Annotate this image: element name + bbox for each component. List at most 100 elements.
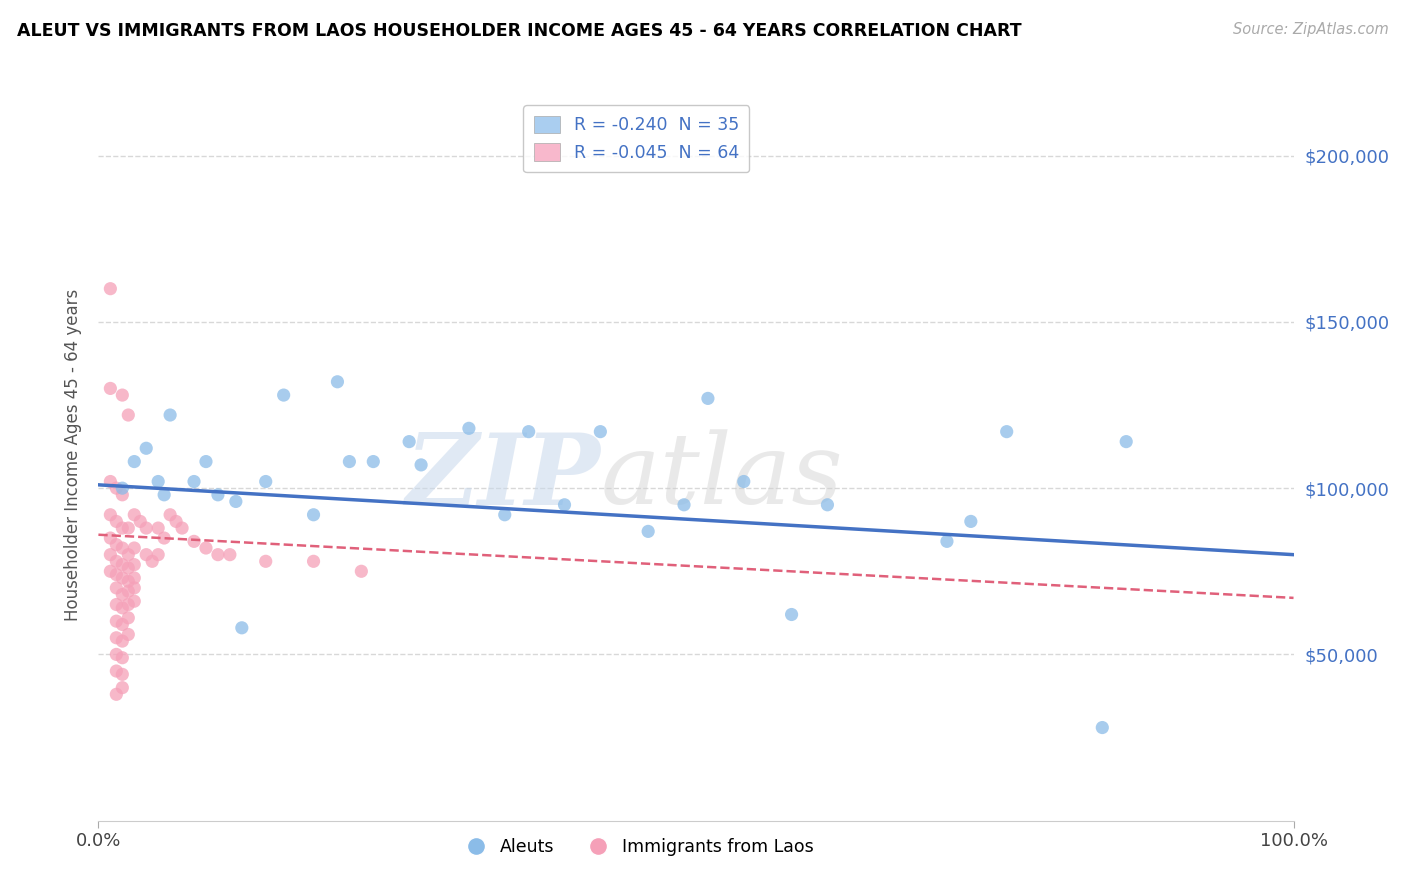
Point	[254, 475, 277, 489]
Point	[124, 541, 146, 555]
Point	[165, 515, 187, 529]
Point	[697, 392, 720, 406]
Point	[183, 534, 205, 549]
Point	[105, 567, 128, 582]
Point	[117, 521, 139, 535]
Point	[135, 521, 157, 535]
Point	[339, 454, 361, 468]
Point	[124, 571, 146, 585]
Point	[159, 508, 181, 522]
Point	[98, 475, 122, 489]
Point	[117, 561, 139, 575]
Point	[111, 588, 134, 602]
Point	[105, 687, 128, 701]
Point	[148, 548, 170, 562]
Point	[302, 508, 325, 522]
Point	[98, 282, 122, 296]
Point	[554, 498, 576, 512]
Point	[117, 548, 139, 562]
Point	[195, 541, 218, 555]
Point	[111, 488, 134, 502]
Point	[225, 494, 247, 508]
Point	[111, 667, 134, 681]
Point	[129, 515, 152, 529]
Point	[105, 515, 128, 529]
Point	[98, 508, 122, 522]
Point	[135, 442, 157, 456]
Point	[148, 475, 170, 489]
Point	[1115, 434, 1137, 449]
Point	[111, 521, 134, 535]
Point	[148, 521, 170, 535]
Point	[326, 375, 349, 389]
Point	[124, 594, 146, 608]
Text: atlas: atlas	[600, 429, 844, 524]
Point	[111, 388, 134, 402]
Point	[159, 408, 181, 422]
Point	[135, 548, 157, 562]
Point	[111, 650, 134, 665]
Point	[153, 531, 176, 545]
Point	[458, 421, 481, 435]
Point	[98, 548, 122, 562]
Point	[141, 554, 163, 568]
Point	[363, 454, 385, 468]
Text: ALEUT VS IMMIGRANTS FROM LAOS HOUSEHOLDER INCOME AGES 45 - 64 YEARS CORRELATION : ALEUT VS IMMIGRANTS FROM LAOS HOUSEHOLDE…	[17, 22, 1022, 40]
Point	[105, 481, 128, 495]
Point	[302, 554, 325, 568]
Point	[105, 648, 128, 662]
Point	[231, 621, 253, 635]
Point	[589, 425, 612, 439]
Point	[111, 481, 134, 495]
Point	[733, 475, 755, 489]
Point	[105, 581, 128, 595]
Point	[153, 488, 176, 502]
Point	[637, 524, 659, 539]
Point	[117, 598, 139, 612]
Point	[494, 508, 516, 522]
Point	[1091, 721, 1114, 735]
Text: ZIP: ZIP	[405, 429, 600, 525]
Point	[517, 425, 540, 439]
Point	[411, 458, 433, 472]
Point	[105, 554, 128, 568]
Point	[111, 634, 134, 648]
Point	[172, 521, 194, 535]
Point	[105, 538, 128, 552]
Point	[98, 531, 122, 545]
Point	[98, 564, 122, 578]
Point	[398, 434, 420, 449]
Point	[960, 515, 983, 529]
Y-axis label: Householder Income Ages 45 - 64 years: Householder Income Ages 45 - 64 years	[63, 289, 82, 621]
Point	[105, 614, 128, 628]
Point	[111, 681, 134, 695]
Point	[273, 388, 295, 402]
Point	[117, 627, 139, 641]
Point	[105, 631, 128, 645]
Point	[124, 454, 146, 468]
Point	[780, 607, 803, 622]
Point	[124, 508, 146, 522]
Point	[111, 558, 134, 572]
Point	[219, 548, 242, 562]
Legend: Aleuts, Immigrants from Laos: Aleuts, Immigrants from Laos	[451, 831, 821, 863]
Point	[995, 425, 1018, 439]
Point	[117, 574, 139, 589]
Point	[117, 408, 139, 422]
Point	[117, 584, 139, 599]
Point	[254, 554, 277, 568]
Point	[936, 534, 959, 549]
Point	[673, 498, 696, 512]
Point	[111, 541, 134, 555]
Point	[124, 558, 146, 572]
Point	[124, 581, 146, 595]
Point	[183, 475, 205, 489]
Point	[207, 548, 229, 562]
Point	[815, 498, 838, 512]
Point	[105, 598, 128, 612]
Point	[195, 454, 218, 468]
Point	[207, 488, 229, 502]
Point	[111, 571, 134, 585]
Point	[350, 564, 373, 578]
Text: Source: ZipAtlas.com: Source: ZipAtlas.com	[1233, 22, 1389, 37]
